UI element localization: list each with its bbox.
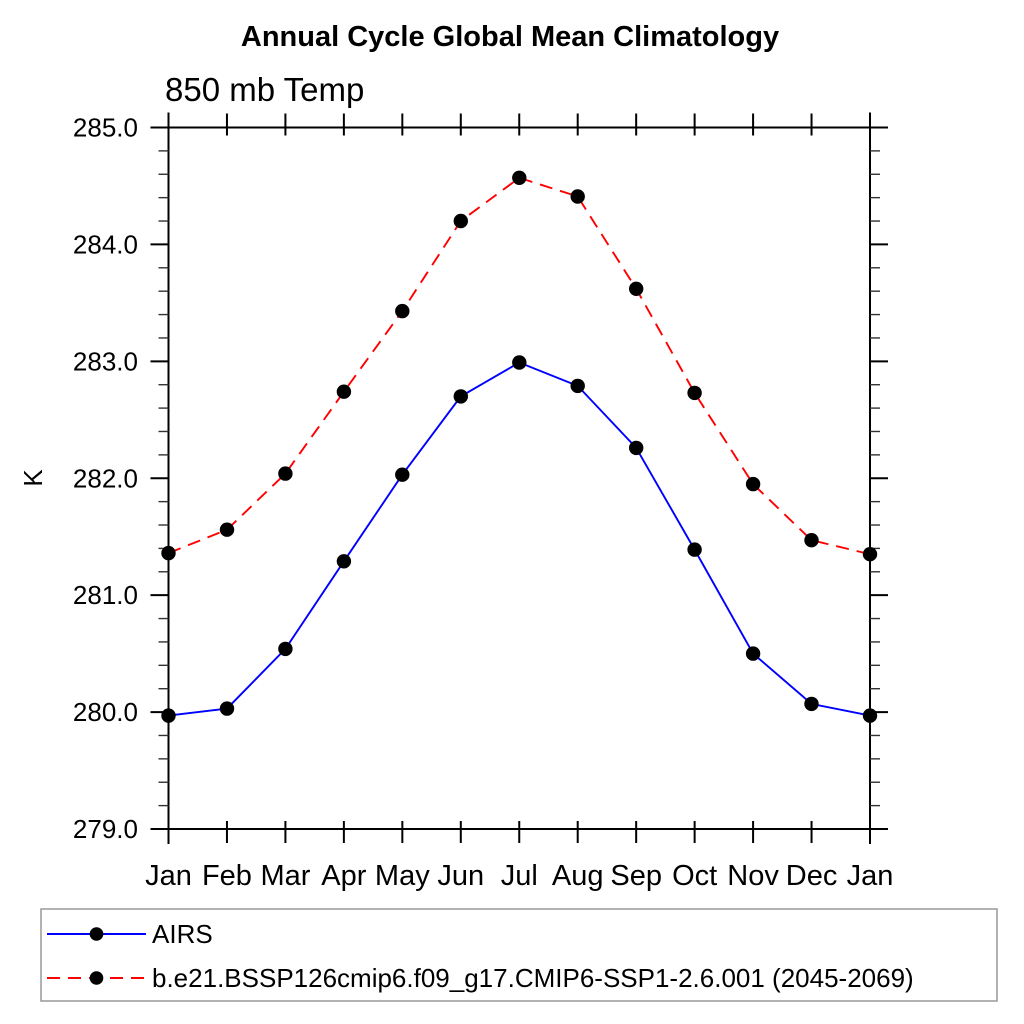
x-tick-label: Nov <box>727 860 779 892</box>
x-tick-label: Mar <box>260 860 310 892</box>
x-tick-label: Aug <box>552 860 604 892</box>
y-tick-label: 281.0 <box>73 580 138 610</box>
y-axis-label: K <box>18 469 48 487</box>
data-point-marker <box>161 708 176 723</box>
data-point-marker <box>453 213 468 229</box>
x-tick-label: Dec <box>786 860 838 892</box>
legend-label: AIRS <box>152 919 213 949</box>
y-tick-label: 283.0 <box>73 346 138 376</box>
data-point-marker <box>336 554 352 569</box>
x-tick-label: Sep <box>610 860 662 892</box>
data-point-marker <box>512 170 527 185</box>
data-point-marker <box>395 303 410 319</box>
data-point-marker <box>219 522 235 537</box>
data-point-marker <box>862 708 878 723</box>
data-point-marker <box>804 533 819 548</box>
x-tick-label: Jun <box>437 860 484 892</box>
series-line-0 <box>168 361 871 717</box>
data-point-marker <box>745 646 761 661</box>
y-tick-label: 280.0 <box>73 697 138 727</box>
chart-subtitle: 850 mb Temp <box>165 71 364 108</box>
data-point-marker <box>336 384 352 399</box>
x-tick-label: Feb <box>202 860 252 892</box>
data-point-marker <box>278 466 293 481</box>
y-tick-label: 279.0 <box>73 814 138 844</box>
legend-marker <box>89 971 104 985</box>
data-point-marker <box>278 641 293 657</box>
data-point-marker <box>161 545 176 561</box>
y-tick-label: 284.0 <box>73 229 138 259</box>
data-point-marker <box>687 542 702 557</box>
data-point-marker <box>687 385 702 401</box>
data-point-marker <box>804 696 819 712</box>
y-tick-label: 282.0 <box>73 463 138 493</box>
x-tick-label: Jul <box>501 860 538 892</box>
legend-box <box>40 908 998 1002</box>
data-point-marker <box>745 476 761 492</box>
x-tick-label: Jan <box>145 860 192 892</box>
data-point-marker <box>219 701 235 716</box>
x-tick-label: Apr <box>321 860 366 892</box>
y-tick-label: 285.0 <box>73 113 138 143</box>
x-tick-label: May <box>375 860 430 892</box>
chart-title: Annual Cycle Global Mean Climatology <box>241 21 779 53</box>
data-point-marker <box>629 281 644 296</box>
data-point-marker <box>629 440 644 456</box>
data-point-marker <box>862 547 878 562</box>
x-tick-label: Jan <box>847 860 894 892</box>
data-point-marker <box>512 355 527 370</box>
data-point-marker <box>453 389 468 404</box>
data-point-marker <box>395 467 410 482</box>
legend-label: b.e21.BSSP126cmip6.f09_g17.CMIP6-SSP1-2.… <box>152 963 914 993</box>
legend-marker <box>89 927 104 941</box>
data-point-marker <box>570 378 585 394</box>
data-point-marker <box>570 189 585 204</box>
x-tick-label: Oct <box>672 860 717 892</box>
